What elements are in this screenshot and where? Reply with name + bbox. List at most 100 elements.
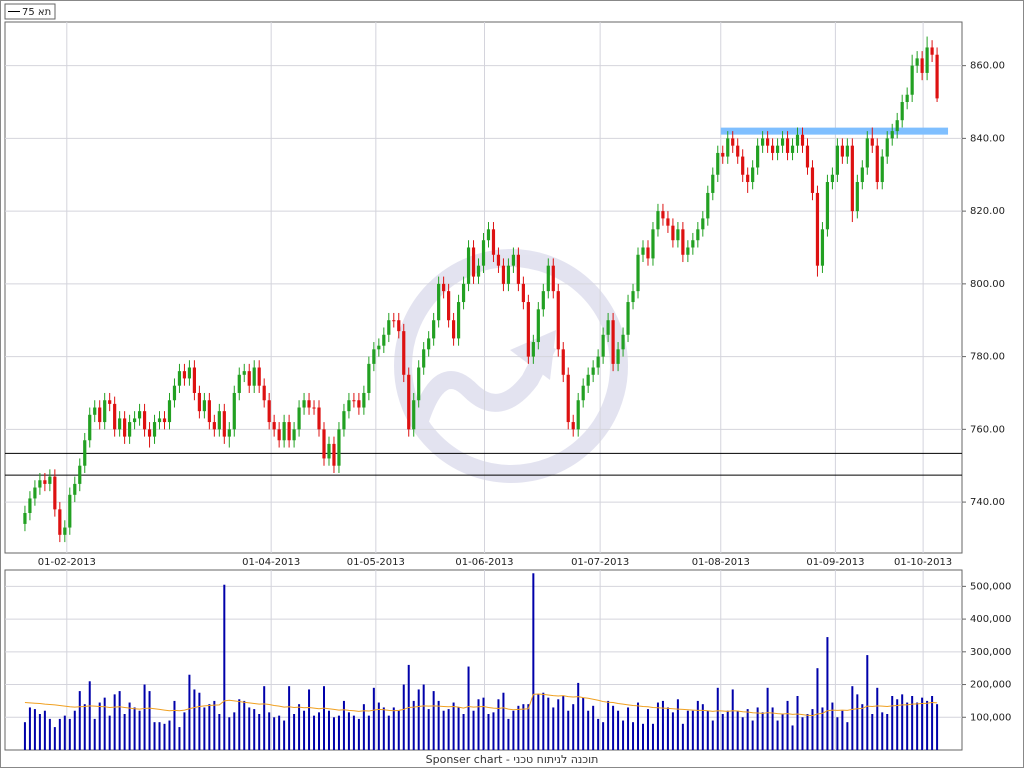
candle-body <box>571 422 575 430</box>
candle-body <box>766 138 770 146</box>
candle-body <box>437 283 441 321</box>
candle-body <box>551 265 555 292</box>
candle-body <box>282 422 286 441</box>
candle-body <box>98 407 102 423</box>
volume-bar <box>332 717 335 750</box>
volume-bar <box>651 723 654 750</box>
candle-body <box>227 429 231 437</box>
candle-body <box>546 265 550 292</box>
candle-body <box>516 254 520 284</box>
x-tick-label: 01-09-2013 <box>806 557 864 568</box>
volume-bar <box>552 707 555 750</box>
volume-bar <box>437 700 440 750</box>
candle-body <box>212 422 216 430</box>
candle-body <box>775 145 780 153</box>
candle-body <box>850 145 854 212</box>
volume-bar <box>701 704 704 750</box>
volume-bar <box>283 720 286 750</box>
volume-bar <box>577 682 580 750</box>
volume-bar <box>686 710 689 750</box>
candle-body <box>606 320 610 335</box>
volume-bar <box>63 715 66 750</box>
candle-body <box>402 331 406 375</box>
volume-bar <box>58 718 61 750</box>
moving-average <box>24 693 938 717</box>
x-tick-label: 01-07-2013 <box>571 557 629 568</box>
candle-body <box>267 400 271 423</box>
volume-bar <box>776 720 779 750</box>
candle-body <box>377 345 381 350</box>
volume-bar <box>806 714 809 750</box>
candle-body <box>68 494 72 528</box>
volume-bar <box>83 704 86 750</box>
candle-body <box>726 138 730 157</box>
volume-bar <box>676 699 679 750</box>
candle-body <box>746 174 750 183</box>
legend-label: תא 75 <box>22 7 51 18</box>
volume-bar <box>731 689 734 750</box>
candle-body <box>581 385 585 401</box>
volume-bar <box>412 700 415 750</box>
candle-body <box>870 138 874 146</box>
candle-body <box>292 429 296 441</box>
volume-bar <box>153 722 156 750</box>
volume-bar <box>881 712 884 750</box>
volume-bar <box>258 714 261 750</box>
candle-body <box>123 418 127 437</box>
candle-body <box>342 411 346 430</box>
candle-body <box>128 422 132 437</box>
candle-body <box>302 400 306 408</box>
volume-bar <box>876 687 879 750</box>
candle-body <box>586 374 590 386</box>
volume-bar <box>816 668 819 750</box>
candle-body <box>362 392 366 408</box>
candle-body <box>651 229 655 259</box>
candle-body <box>466 247 471 284</box>
volume-bar <box>337 715 340 750</box>
y-tick-label: 840.00 <box>970 133 1005 144</box>
volume-bar <box>392 707 395 750</box>
volume-bar <box>821 707 824 750</box>
candle-body <box>521 283 525 303</box>
volume-bar <box>671 712 674 750</box>
candle-body <box>43 480 47 484</box>
volume-bar <box>771 707 774 750</box>
candle-body <box>541 291 545 310</box>
volume-bar <box>602 722 605 750</box>
candle-body <box>626 302 630 335</box>
volume-bar <box>113 694 116 750</box>
volume-bar <box>612 705 615 750</box>
volume-bar <box>841 710 844 750</box>
volume-bar <box>327 710 330 750</box>
volume-bar <box>303 710 306 750</box>
volume-bar <box>93 718 96 750</box>
candle-body <box>412 400 416 430</box>
candle-body <box>113 403 117 430</box>
volume-bar <box>567 710 570 750</box>
candle-body <box>531 342 535 357</box>
candle-body <box>646 247 650 259</box>
candle-body <box>157 418 162 423</box>
candle-body <box>357 400 361 408</box>
volume-bar <box>796 696 799 750</box>
y-tick-label: 800.00 <box>970 279 1005 290</box>
candle-body <box>297 407 301 430</box>
candle-body <box>576 400 580 430</box>
candle-body <box>172 385 177 401</box>
candle-body <box>506 265 511 284</box>
volume-bar <box>656 702 659 750</box>
volume-bar <box>168 720 171 750</box>
candle-body <box>905 94 909 103</box>
candle-body <box>780 138 785 146</box>
volume-bar <box>452 702 455 750</box>
candle-body <box>711 174 715 193</box>
volume-bar <box>921 697 924 750</box>
volume-bar <box>492 712 495 750</box>
volume-bar <box>522 704 525 750</box>
candle-body <box>756 145 760 168</box>
candle-body <box>840 145 844 157</box>
candle-body <box>661 211 665 219</box>
candle-body <box>118 418 122 430</box>
candle-body <box>83 440 87 466</box>
candle-body <box>890 131 894 139</box>
